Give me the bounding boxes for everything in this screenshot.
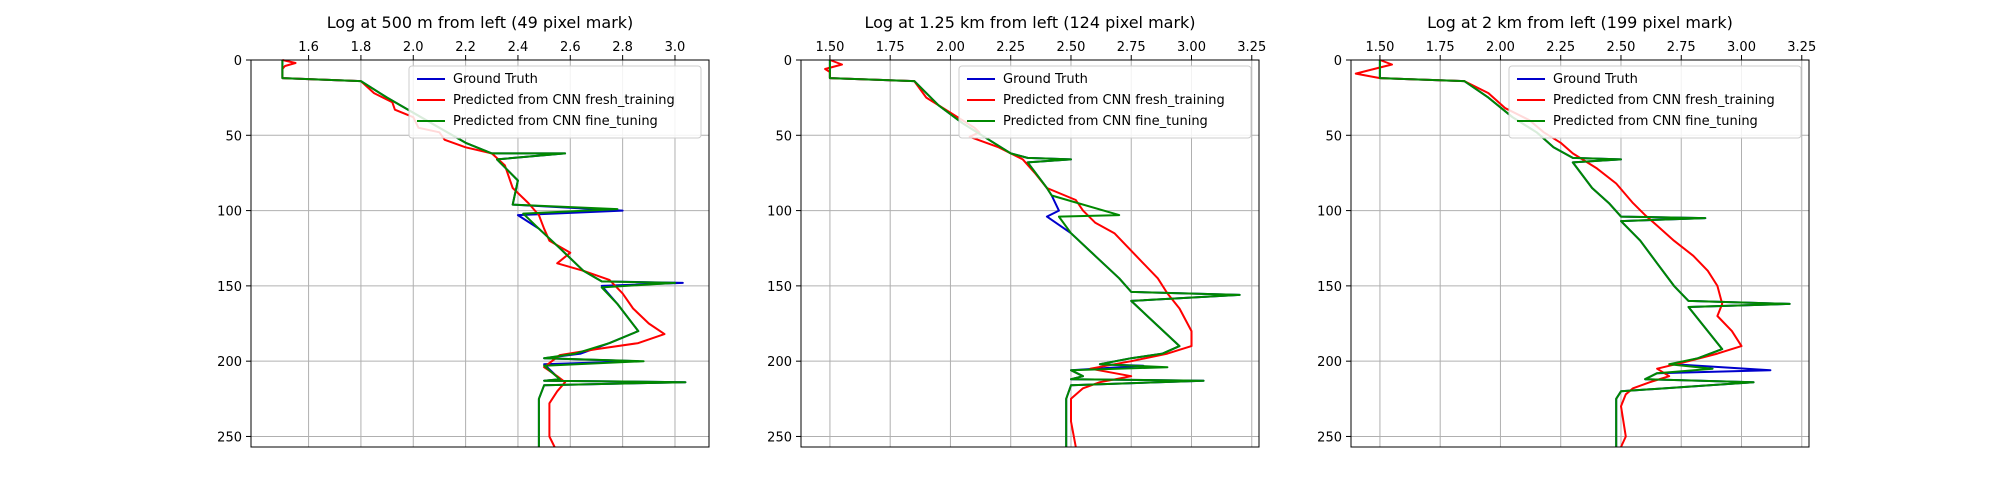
y-tick-label: 100	[1317, 205, 1342, 220]
y-tick-label: 200	[217, 355, 242, 370]
x-tick-label: 2.25	[996, 40, 1025, 55]
legend-label: Ground Truth	[1003, 72, 1088, 87]
x-tick-label: 2.4	[508, 40, 529, 55]
x-tick-label: 3.25	[1237, 40, 1266, 55]
x-tick-label: 2.00	[1486, 40, 1515, 55]
x-tick-label: 2.6	[560, 40, 581, 55]
series-line	[281, 59, 666, 448]
y-tick-label: 50	[1325, 129, 1342, 144]
x-tick-label: 2.75	[1117, 40, 1146, 55]
legend-label: Ground Truth	[453, 72, 538, 87]
x-tick-label: 2.75	[1667, 40, 1696, 55]
x-tick-label: 1.50	[815, 40, 844, 55]
legend-label: Predicted from CNN fine_tuning	[453, 114, 658, 129]
x-tick-label: 2.50	[1057, 40, 1086, 55]
legend-box	[958, 65, 1252, 139]
series-line	[828, 60, 1241, 447]
series-line	[824, 59, 1193, 448]
x-tick-label: 1.75	[1426, 40, 1455, 55]
x-tick-label: 3.00	[1727, 40, 1756, 55]
y-tick-label: 100	[767, 205, 792, 220]
subplot-1: Log at 500 m from left (49 pixel mark) 1…	[217, 13, 710, 448]
y-tick-label: 250	[217, 430, 242, 445]
x-tick-label: 2.2	[455, 40, 476, 55]
x-tick-label: 2.50	[1607, 40, 1636, 55]
y-tick-label: 250	[1317, 430, 1342, 445]
legend-label: Predicted from CNN fresh_training	[453, 93, 675, 108]
x-tick-label: 2.25	[1546, 40, 1575, 55]
y-tick-label: 0	[1334, 54, 1342, 69]
subplot-title: Log at 500 m from left (49 pixel mark)	[327, 13, 634, 32]
y-tick-label: 150	[1317, 280, 1342, 295]
axes-frame	[1350, 59, 1810, 448]
axes-frame	[250, 59, 710, 448]
x-tick-label: 3.25	[1787, 40, 1816, 55]
x-tick-label: 2.0	[403, 40, 424, 55]
y-tick-label: 250	[767, 430, 792, 445]
y-tick-label: 200	[767, 355, 792, 370]
subplot-2: Log at 1.25 km from left (124 pixel mark…	[767, 13, 1266, 448]
x-tick-label: 1.8	[351, 40, 372, 55]
legend-box	[1508, 65, 1802, 139]
legend-label: Predicted from CNN fresh_training	[1553, 93, 1775, 108]
x-tick-label: 1.75	[876, 40, 905, 55]
x-tick-label: 1.50	[1365, 40, 1394, 55]
y-tick-label: 100	[217, 205, 242, 220]
x-tick-label: 3.00	[1177, 40, 1206, 55]
legend-label: Predicted from CNN fine_tuning	[1553, 114, 1758, 129]
y-tick-label: 50	[225, 129, 242, 144]
subplot-3: Log at 2 km from left (199 pixel mark) 1…	[1317, 13, 1816, 448]
y-tick-label: 200	[1317, 355, 1342, 370]
x-tick-label: 2.00	[936, 40, 965, 55]
series-line	[1354, 59, 1743, 448]
axes-frame	[800, 59, 1260, 448]
x-tick-label: 3.0	[665, 40, 686, 55]
legend-label: Predicted from CNN fresh_training	[1003, 93, 1225, 108]
y-tick-label: 150	[217, 280, 242, 295]
legend-label: Predicted from CNN fine_tuning	[1003, 114, 1208, 129]
subplot-title: Log at 1.25 km from left (124 pixel mark…	[864, 13, 1195, 32]
legend-box	[408, 65, 702, 139]
x-tick-label: 2.8	[612, 40, 633, 55]
y-tick-label: 0	[784, 54, 792, 69]
x-tick-label: 1.6	[298, 40, 319, 55]
subplot-title: Log at 2 km from left (199 pixel mark)	[1427, 13, 1733, 32]
y-tick-label: 50	[775, 129, 792, 144]
legend-label: Ground Truth	[1553, 72, 1638, 87]
y-tick-label: 150	[767, 280, 792, 295]
y-tick-label: 0	[234, 54, 242, 69]
